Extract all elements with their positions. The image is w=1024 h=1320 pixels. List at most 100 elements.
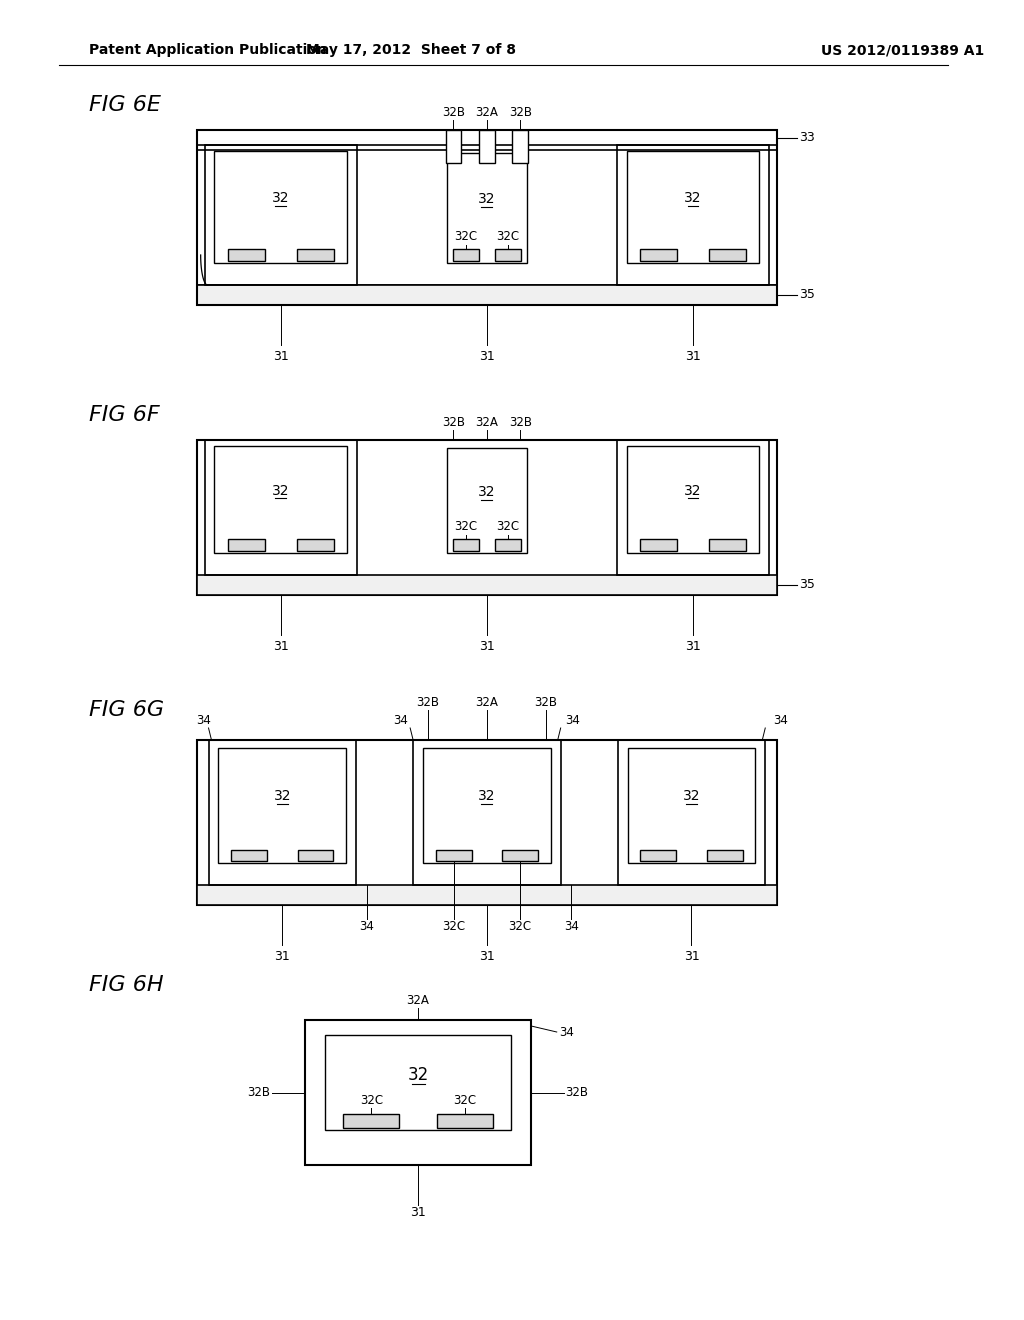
Text: 32C: 32C [455,520,477,533]
Text: 33: 33 [799,131,814,144]
Bar [205,440,357,576]
Text: 32: 32 [684,484,701,498]
Text: 32: 32 [478,789,496,804]
Bar [453,539,479,550]
Text: Patent Application Publication: Patent Application Publication [88,44,327,57]
Text: FIG 6G: FIG 6G [88,700,164,719]
Bar [627,446,760,553]
Text: 32C: 32C [497,231,519,243]
Bar [627,150,760,263]
Text: 32: 32 [272,484,290,498]
Text: FIG 6H: FIG 6H [88,975,163,995]
Bar [218,748,346,863]
Bar [616,440,769,576]
Text: 32B: 32B [417,696,439,709]
Bar [446,447,527,553]
Bar [209,741,356,884]
Text: 32: 32 [408,1067,429,1084]
Text: 31: 31 [274,950,290,964]
Bar [197,129,777,150]
Bar [512,129,528,162]
Bar [616,145,769,285]
Bar [298,850,334,861]
Text: 32: 32 [684,191,701,205]
Bar [227,539,265,550]
Text: May 17, 2012  Sheet 7 of 8: May 17, 2012 Sheet 7 of 8 [306,44,516,57]
Bar [413,741,561,884]
Text: 32: 32 [273,789,291,804]
Bar [297,539,334,550]
Bar [197,145,777,285]
Bar [446,153,527,263]
Text: 31: 31 [273,351,289,363]
Text: FIG 6E: FIG 6E [88,95,161,115]
Text: 32A: 32A [475,416,499,429]
Bar [343,1114,399,1129]
Bar [214,150,347,263]
Bar [628,748,756,863]
Text: 35: 35 [799,289,814,301]
Text: 32C: 32C [497,520,519,533]
Text: 31: 31 [684,950,699,964]
Text: US 2012/0119389 A1: US 2012/0119389 A1 [821,44,984,57]
Text: 32C: 32C [442,920,465,933]
Bar [445,129,462,162]
Bar [423,748,551,863]
Text: 34: 34 [773,714,788,726]
Bar [197,129,777,305]
Bar [436,850,471,861]
Bar [197,884,777,906]
Text: 32: 32 [478,193,496,206]
Text: 32C: 32C [359,1093,383,1106]
Text: 32B: 32B [509,416,531,429]
Bar [305,1020,531,1166]
Bar [197,741,777,906]
Text: 32C: 32C [454,1093,476,1106]
Bar [640,249,677,261]
Bar [617,741,765,884]
Bar [231,850,267,861]
Text: 32: 32 [478,486,496,499]
Text: 31: 31 [479,351,495,363]
Text: 32A: 32A [407,994,429,1006]
Text: 32B: 32B [509,106,531,119]
Text: 34: 34 [564,920,579,933]
Bar [640,850,676,861]
Text: 34: 34 [559,1026,573,1039]
Bar [495,539,521,550]
Text: 32B: 32B [248,1086,270,1100]
Text: 31: 31 [685,640,700,653]
Bar [709,249,746,261]
Text: 31: 31 [273,640,289,653]
Text: 32C: 32C [509,920,531,933]
Text: 31: 31 [479,950,495,964]
Bar [502,850,538,861]
Bar [709,539,746,550]
Text: 32A: 32A [475,106,499,119]
Bar [197,440,777,595]
Bar [707,850,742,861]
Text: 34: 34 [359,920,375,933]
Bar [197,285,777,305]
Bar [495,249,521,261]
Bar [297,249,334,261]
Text: 32B: 32B [442,106,465,119]
Text: 32: 32 [272,191,290,205]
Bar [453,249,479,261]
Text: 32: 32 [683,789,700,804]
Text: 31: 31 [411,1206,426,1220]
Text: 34: 34 [197,714,211,726]
Text: 32A: 32A [475,696,499,709]
Bar [197,576,777,595]
Bar [640,539,677,550]
Text: 32B: 32B [442,416,465,429]
Text: 34: 34 [393,714,409,726]
Text: FIG 6F: FIG 6F [88,405,159,425]
Text: 34: 34 [565,714,581,726]
Bar [436,1114,493,1129]
Text: 32B: 32B [535,696,557,709]
Text: 31: 31 [685,351,700,363]
Bar [227,249,265,261]
Text: 35: 35 [799,578,814,591]
Text: 32B: 32B [565,1086,589,1100]
